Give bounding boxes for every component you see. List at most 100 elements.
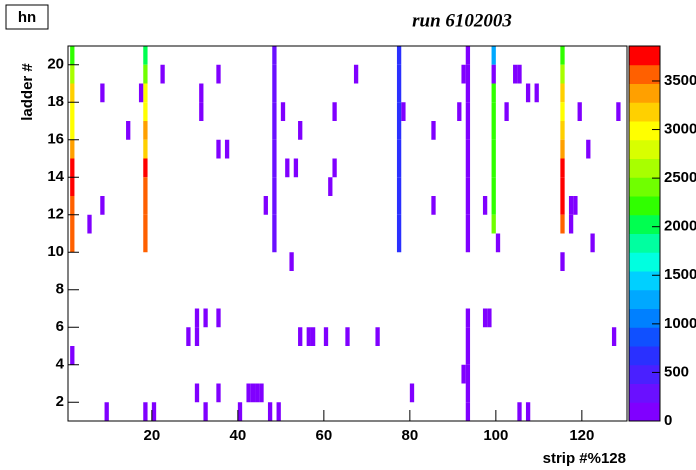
- cell: [293, 158, 299, 178]
- cell: [560, 46, 565, 65]
- cell: [431, 121, 436, 140]
- colorbar-band: [629, 364, 660, 384]
- y-tick-label: 12: [47, 206, 64, 223]
- cell: [259, 383, 264, 403]
- cell: [465, 214, 471, 234]
- cell: [491, 121, 496, 140]
- colorbar-band: [629, 196, 660, 216]
- cell: [216, 139, 221, 159]
- cell: [465, 327, 471, 346]
- cell: [611, 327, 617, 346]
- cell: [272, 196, 277, 215]
- cell: [396, 177, 402, 196]
- cell: [272, 102, 277, 121]
- y-tick-label: 20: [47, 56, 64, 73]
- colorbar-band: [629, 177, 660, 197]
- cell: [491, 83, 496, 103]
- z-tick-label: 3000: [664, 121, 696, 138]
- cell: [70, 64, 75, 84]
- cell: [560, 102, 565, 121]
- cell: [332, 102, 337, 121]
- cell: [560, 196, 565, 215]
- x-tick-label: 40: [230, 427, 247, 444]
- x-tick-label: 80: [402, 427, 419, 444]
- cell: [194, 383, 200, 403]
- colorbar-band: [629, 402, 660, 422]
- stat-box-label: hn: [18, 9, 36, 26]
- cell: [272, 177, 277, 196]
- cell: [70, 83, 75, 103]
- cell: [272, 64, 277, 84]
- cell: [100, 83, 105, 103]
- colorbar-band: [629, 121, 660, 141]
- cell: [328, 177, 333, 196]
- cell: [143, 139, 148, 159]
- z-tick-label: 2000: [664, 218, 696, 235]
- cell: [272, 121, 277, 140]
- z-tick-label: 500: [664, 363, 689, 380]
- y-tick-label: 10: [47, 243, 64, 260]
- axes: 20 40 60 80 100 120 2 4 6 8 10 12 14 16 18 20 0 500 1000 15…: [47, 45, 696, 444]
- cell: [267, 402, 273, 421]
- cell: [143, 46, 148, 65]
- cell: [461, 364, 466, 384]
- y-tick-label: 8: [56, 281, 64, 298]
- cell: [465, 308, 471, 328]
- cell: [70, 233, 75, 253]
- cell: [143, 233, 148, 253]
- cell: [491, 139, 496, 159]
- cell: [465, 46, 471, 65]
- y-tick-label: 16: [47, 131, 64, 148]
- cell: [586, 139, 591, 159]
- cell: [465, 346, 471, 365]
- cell: [525, 83, 531, 103]
- cell: [616, 102, 621, 121]
- cell: [375, 327, 380, 346]
- cell: [491, 102, 496, 121]
- cell: [396, 102, 402, 121]
- cell: [289, 252, 294, 271]
- cell: [465, 121, 471, 140]
- cell: [263, 196, 268, 215]
- cell: [560, 83, 565, 103]
- cell: [87, 214, 92, 234]
- colorbar-band: [629, 308, 660, 328]
- cell: [504, 102, 509, 121]
- z-tick-label: 0: [664, 412, 672, 429]
- cell: [345, 327, 350, 346]
- cell: [298, 121, 303, 140]
- cell: [203, 402, 208, 421]
- cells: [70, 46, 621, 421]
- chart-title: run 6102003: [412, 10, 512, 31]
- cell: [491, 64, 496, 84]
- x-tick-label: 120: [569, 427, 594, 444]
- cell: [491, 46, 496, 65]
- cell: [491, 196, 496, 215]
- cell: [255, 383, 260, 403]
- cell: [246, 383, 251, 403]
- cell: [396, 139, 402, 159]
- cell: [491, 177, 496, 196]
- y-axis-label: ladder #: [19, 63, 36, 121]
- cell: [70, 121, 75, 140]
- cell: [409, 383, 415, 403]
- cell: [396, 214, 402, 234]
- cell: [272, 158, 277, 178]
- cell: [465, 83, 471, 103]
- cell: [104, 402, 109, 421]
- cell: [323, 327, 329, 346]
- cell: [482, 196, 488, 215]
- z-tick-label: 3500: [664, 72, 696, 89]
- colorbar-band: [629, 158, 660, 178]
- cell: [143, 102, 148, 121]
- cell: [160, 64, 165, 84]
- cell: [224, 139, 230, 159]
- y-tick-label: 4: [56, 356, 65, 373]
- colorbar-band: [629, 83, 660, 103]
- z-tick-label: 2500: [664, 169, 696, 186]
- cell: [70, 346, 75, 365]
- z-tick-label: 1500: [664, 266, 696, 283]
- colorbar-band: [629, 271, 660, 291]
- colorbar-band: [629, 64, 660, 84]
